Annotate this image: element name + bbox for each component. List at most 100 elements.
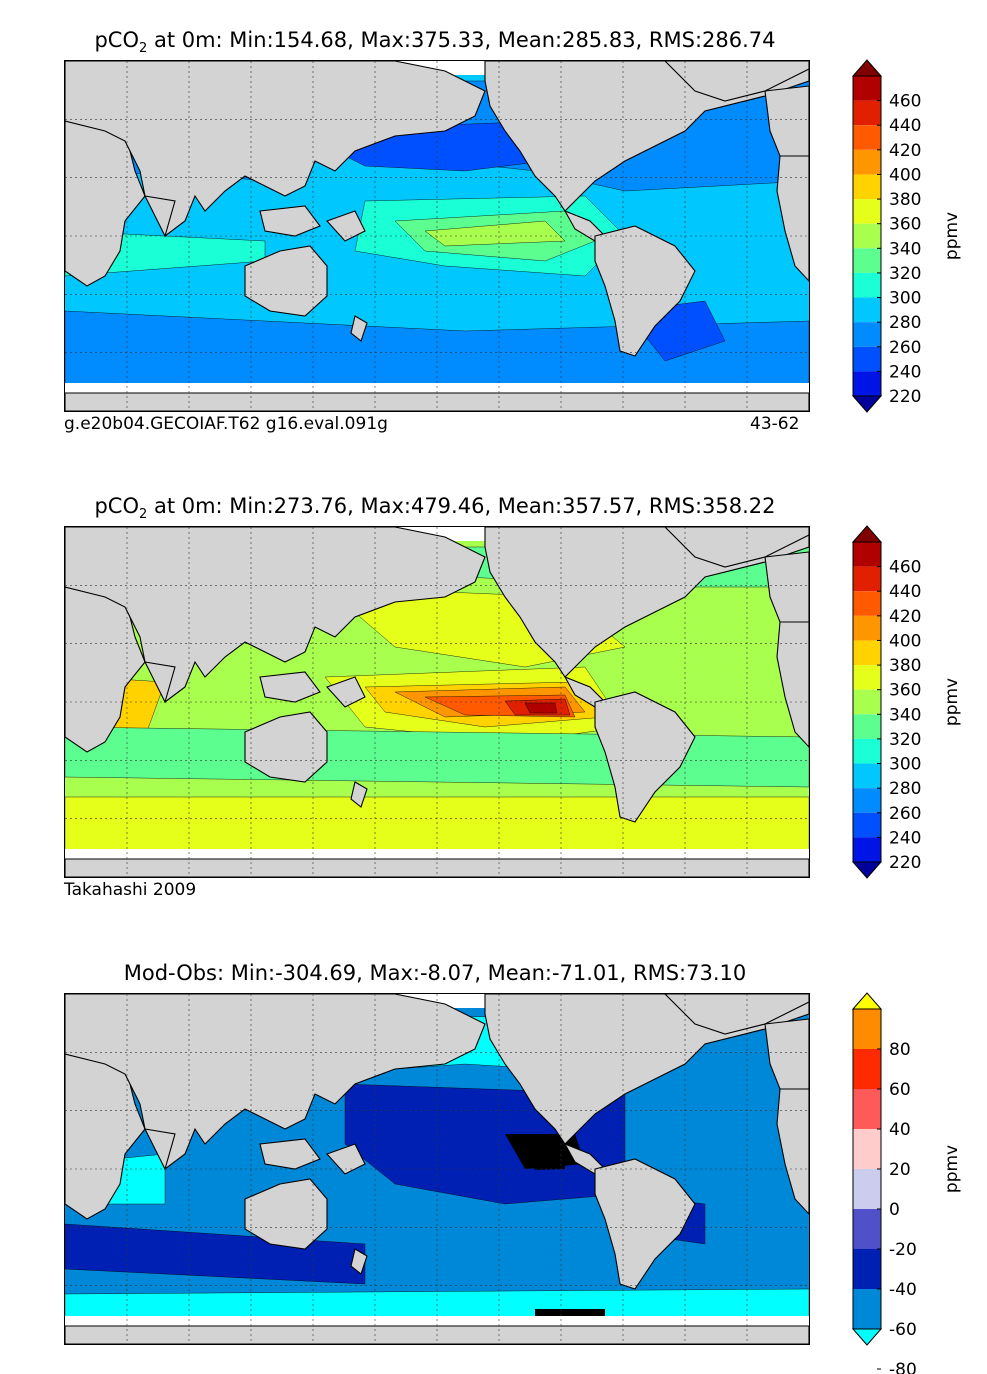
colorbar-tick-label: 300 bbox=[889, 289, 921, 309]
landmass bbox=[326, 210, 366, 242]
colorbar-bin bbox=[853, 738, 881, 764]
colorbar-unit: ppmv bbox=[942, 211, 963, 261]
colorbar-bin bbox=[853, 1089, 881, 1129]
colorbar: 460 440 420 400 380 360 340 320 300 280 260 240 220 bbox=[851, 59, 921, 413]
landmass bbox=[776, 155, 809, 282]
colorbar-bin bbox=[853, 1169, 881, 1209]
colorbar-tick-label: 240 bbox=[889, 828, 921, 848]
landmass bbox=[65, 61, 486, 237]
panel-title: Mod-Obs: Min:-304.69, Max:-8.07, Mean:-7… bbox=[123, 961, 747, 985]
colorbar-tick-label: 260 bbox=[889, 804, 921, 824]
landmass bbox=[65, 527, 486, 703]
colorbar-bin bbox=[853, 812, 881, 838]
colorbar-bin bbox=[853, 640, 881, 666]
colorbar-tick-label: 280 bbox=[889, 779, 921, 799]
colorbar-bin bbox=[853, 100, 881, 126]
colorbar-bin bbox=[853, 125, 881, 150]
colorbar: 460 440 420 400 380 360 340 320 300 280 260 240 220 bbox=[851, 525, 921, 879]
colorbar-tick-label: 260 bbox=[889, 338, 921, 358]
colorbar-bin bbox=[853, 272, 881, 298]
colorbar-bin bbox=[853, 297, 881, 323]
colorbar-bin bbox=[853, 76, 881, 101]
colorbar-unit: ppmv bbox=[942, 1144, 963, 1194]
landmass bbox=[144, 1128, 176, 1171]
landmass bbox=[244, 245, 328, 317]
colorbar-tick-label: 460 bbox=[889, 92, 921, 112]
colorbar-tick-label: 320 bbox=[889, 264, 921, 284]
colorbar-bin bbox=[853, 1129, 881, 1169]
colorbar-bin bbox=[853, 149, 881, 175]
colorbar-tick-label: -80 bbox=[889, 1360, 917, 1374]
colorbar-bin bbox=[853, 689, 881, 715]
caption-source: Takahashi 2009 bbox=[64, 880, 197, 900]
colorbar-tick-label: 460 bbox=[889, 558, 921, 578]
landmass bbox=[244, 711, 328, 783]
colorbar-tick-label: 340 bbox=[889, 239, 921, 259]
colorbar-bin bbox=[853, 223, 881, 249]
colorbar-tick-label: 400 bbox=[889, 165, 921, 185]
colorbar-tick-label: 340 bbox=[889, 705, 921, 725]
landmass bbox=[244, 1178, 328, 1250]
landmass bbox=[776, 1088, 809, 1215]
colorbar-bin bbox=[853, 837, 881, 862]
colorbar-bin bbox=[853, 542, 881, 567]
colorbar-tick-label: 240 bbox=[889, 362, 921, 382]
landmass bbox=[594, 225, 696, 357]
colorbar-tick-label: 380 bbox=[889, 190, 921, 210]
colorbar-bin bbox=[853, 1049, 881, 1089]
colorbar-tick-label: 440 bbox=[889, 116, 921, 136]
colorbar-tick-label: 360 bbox=[889, 215, 921, 235]
colorbar-tick-label: 40 bbox=[889, 1120, 911, 1140]
map-frame bbox=[64, 526, 810, 878]
colorbar-tick-label: -40 bbox=[889, 1280, 917, 1300]
map-frame bbox=[64, 993, 810, 1345]
landmass bbox=[350, 781, 368, 808]
colorbar-bin bbox=[853, 788, 881, 813]
colorbar-extend-min bbox=[851, 1328, 883, 1346]
colorbar-tick-label: -60 bbox=[889, 1320, 917, 1340]
colorbar-bin bbox=[853, 566, 881, 592]
colorbar-extend-max bbox=[851, 525, 883, 543]
world-map bbox=[65, 61, 809, 411]
landmass bbox=[594, 1158, 696, 1290]
colorbar-tick-label: -20 bbox=[889, 1240, 917, 1260]
colorbar-bin bbox=[853, 763, 881, 789]
colorbar-bin bbox=[853, 346, 881, 372]
colorbar-bin bbox=[853, 714, 881, 739]
colorbar-tick-label: 420 bbox=[889, 607, 921, 627]
colorbar-bin bbox=[853, 371, 881, 396]
colorbar-tick-label: 320 bbox=[889, 730, 921, 750]
world-map bbox=[65, 527, 809, 877]
colorbar-tick-label: 400 bbox=[889, 631, 921, 651]
landmass bbox=[350, 315, 368, 342]
landmass bbox=[326, 676, 366, 708]
colorbar-bin bbox=[853, 591, 881, 616]
landmass bbox=[144, 195, 176, 238]
colorbar-tick-label: 60 bbox=[889, 1080, 911, 1100]
colorbar-unit: ppmv bbox=[942, 677, 963, 727]
caption-case: g.e20b04.GECOIAF.T62 g16.eval.091g bbox=[64, 414, 388, 434]
landmass bbox=[326, 1143, 366, 1175]
colorbar-tick-label: 80 bbox=[889, 1040, 911, 1060]
colorbar-tick-label: 0 bbox=[889, 1200, 900, 1220]
landmass bbox=[259, 1138, 321, 1170]
caption-years: 43-62 bbox=[750, 414, 800, 434]
map-frame bbox=[64, 60, 810, 412]
landmass bbox=[65, 994, 486, 1170]
colorbar-bin bbox=[853, 248, 881, 273]
colorbar-tick-label: 20 bbox=[889, 1160, 911, 1180]
landmass bbox=[594, 691, 696, 823]
landmass bbox=[350, 1248, 368, 1275]
panel-title: pCO2 at 0m: Min:154.68, Max:375.33, Mean… bbox=[94, 28, 776, 57]
colorbar-extend-max bbox=[851, 59, 883, 77]
colorbar-extend-min bbox=[851, 861, 883, 879]
colorbar-tick-label: 220 bbox=[889, 853, 921, 873]
colorbar-bin bbox=[853, 615, 881, 641]
colorbar-tick-label: 280 bbox=[889, 313, 921, 333]
panel-title: pCO2 at 0m: Min:273.76, Max:479.46, Mean… bbox=[94, 494, 776, 523]
colorbar-bin bbox=[853, 322, 881, 347]
colorbar-tick-label: 440 bbox=[889, 582, 921, 602]
colorbar-bin bbox=[853, 665, 881, 690]
colorbar-tick-label: 420 bbox=[889, 141, 921, 161]
colorbar-bin bbox=[853, 1289, 881, 1329]
